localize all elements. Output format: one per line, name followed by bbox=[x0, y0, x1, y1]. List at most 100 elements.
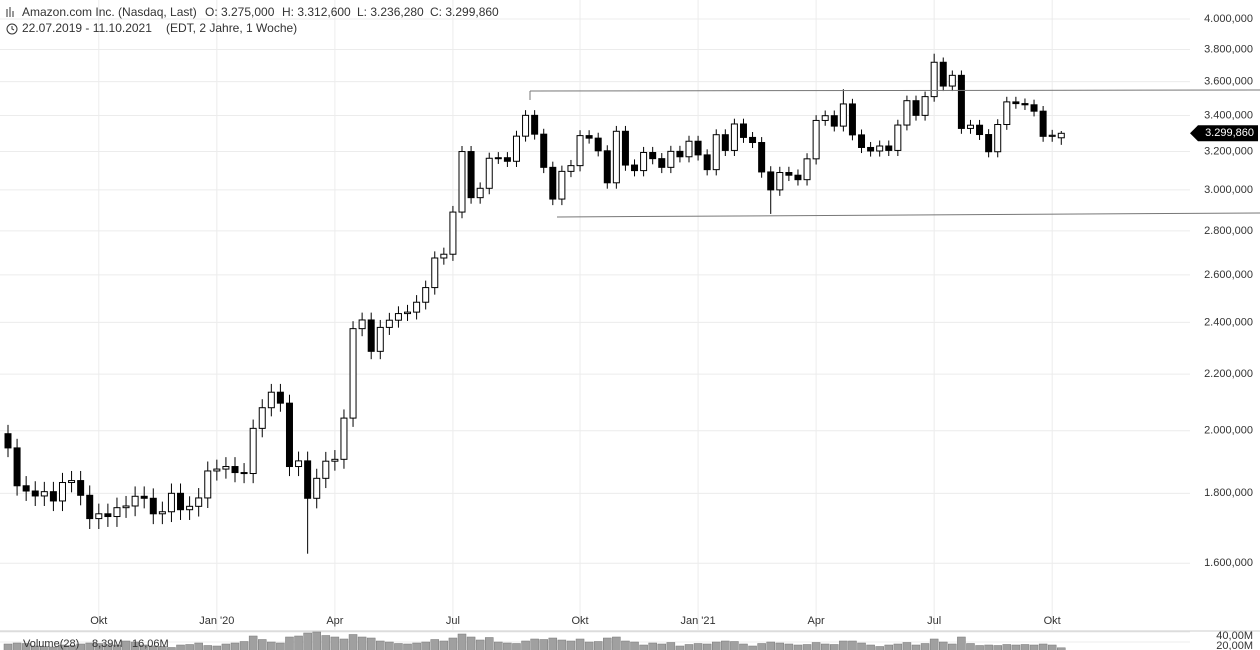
volume-bar bbox=[439, 640, 449, 650]
x-tick-label: Jan '21 bbox=[681, 615, 716, 627]
open-label: O: 3.275,000 bbox=[205, 5, 275, 19]
volume-bar bbox=[1002, 644, 1012, 650]
volume-bar bbox=[257, 639, 267, 650]
volume-bar bbox=[711, 641, 721, 650]
volume-bar bbox=[430, 639, 440, 650]
x-tick-label: Okt bbox=[1044, 615, 1061, 627]
y2-tick-label: 40,00M bbox=[1216, 630, 1253, 642]
candle-body bbox=[404, 311, 412, 315]
volume-bar bbox=[394, 643, 403, 650]
chart-title: Amazon.com Inc. (Nasdaq, Last) bbox=[22, 5, 197, 19]
y-tick-label: 4.000,000 bbox=[1204, 13, 1253, 25]
candle-body bbox=[1012, 101, 1020, 105]
candle-body bbox=[885, 145, 893, 151]
volume-bar bbox=[385, 641, 394, 650]
volume-bar bbox=[757, 643, 766, 650]
candle-body bbox=[177, 492, 185, 511]
last-price-label: 3.299,860 bbox=[1205, 127, 1254, 139]
candle-body bbox=[676, 150, 684, 158]
volume-bar bbox=[1038, 643, 1048, 650]
candle-body bbox=[994, 124, 1002, 153]
volume-bar bbox=[657, 643, 667, 650]
volume-bar bbox=[3, 643, 13, 650]
volume-bar bbox=[85, 642, 94, 650]
volume-bar bbox=[376, 640, 385, 650]
high-label: H: 3.312,600 bbox=[282, 5, 351, 19]
volume-bar bbox=[1047, 644, 1057, 650]
candle-body bbox=[703, 154, 711, 171]
candle-body bbox=[957, 74, 965, 129]
volume-bar bbox=[584, 641, 594, 650]
candle-body bbox=[440, 253, 448, 259]
candle-body bbox=[749, 136, 757, 144]
candle-body bbox=[812, 119, 820, 160]
volume-bar bbox=[303, 632, 312, 650]
candle-body bbox=[567, 165, 575, 172]
candle-body bbox=[322, 460, 330, 479]
volume-bar bbox=[639, 644, 648, 650]
candle-body bbox=[258, 407, 266, 429]
candle-body bbox=[40, 491, 48, 497]
volume-bar bbox=[239, 641, 249, 650]
volume-bar bbox=[966, 643, 975, 650]
volume-bar bbox=[675, 645, 685, 650]
candle-body bbox=[966, 124, 974, 129]
candle-body bbox=[276, 391, 284, 404]
y-tick-label: 3.200,000 bbox=[1204, 145, 1253, 157]
candle-body bbox=[58, 482, 66, 502]
volume-bar bbox=[12, 642, 22, 650]
volume-bar bbox=[230, 642, 240, 650]
volume-bar bbox=[739, 643, 748, 650]
volume-bar bbox=[484, 637, 494, 650]
candle-body bbox=[49, 491, 57, 502]
candle-body bbox=[712, 134, 720, 171]
candle-body bbox=[522, 114, 530, 137]
candle-body bbox=[685, 140, 693, 158]
candle-body bbox=[449, 211, 457, 255]
candle-body bbox=[349, 328, 357, 419]
volume-bar bbox=[421, 641, 430, 650]
candle-body bbox=[867, 146, 875, 152]
candle-body bbox=[694, 140, 702, 156]
volume-bar bbox=[512, 643, 521, 650]
candle-body bbox=[231, 466, 239, 474]
candle-body bbox=[186, 505, 194, 511]
candle-body bbox=[331, 458, 339, 462]
candle-body bbox=[939, 61, 947, 87]
volume-bar bbox=[475, 639, 485, 650]
candle-body bbox=[13, 447, 21, 487]
volume-bar bbox=[548, 637, 558, 650]
volume-bar bbox=[494, 641, 503, 650]
volume-bar bbox=[621, 640, 630, 650]
candle-body bbox=[576, 135, 584, 167]
volume-bar bbox=[884, 644, 894, 650]
candle-body bbox=[195, 497, 203, 507]
candle-body bbox=[903, 100, 911, 126]
candle-body bbox=[876, 145, 884, 152]
candle-body bbox=[1048, 134, 1056, 137]
volume-bar bbox=[130, 641, 140, 650]
volume-bar bbox=[176, 644, 185, 650]
candle-body bbox=[948, 74, 956, 87]
volume-bar bbox=[285, 636, 294, 650]
candle-body bbox=[621, 130, 629, 166]
candle-body bbox=[858, 134, 866, 148]
volume-bar bbox=[948, 643, 957, 650]
candle-body bbox=[149, 497, 157, 515]
trend-line bbox=[556, 212, 1260, 218]
y-tick-label: 1.800,000 bbox=[1204, 487, 1253, 499]
volume-bar bbox=[194, 642, 203, 650]
volume-bar bbox=[76, 643, 85, 650]
candle-body bbox=[77, 480, 85, 496]
candle-body bbox=[285, 402, 293, 468]
volume-bar bbox=[1011, 644, 1021, 650]
volume-bar bbox=[793, 644, 803, 650]
y-tick-label: 3.400,000 bbox=[1204, 109, 1253, 121]
volume-bar bbox=[784, 643, 794, 650]
x-tick-label: Okt bbox=[571, 615, 588, 627]
volume-bar bbox=[957, 636, 966, 650]
candle-body bbox=[422, 287, 430, 303]
candle-body bbox=[503, 157, 511, 162]
candle-body bbox=[767, 171, 775, 191]
candle-body bbox=[549, 166, 557, 200]
